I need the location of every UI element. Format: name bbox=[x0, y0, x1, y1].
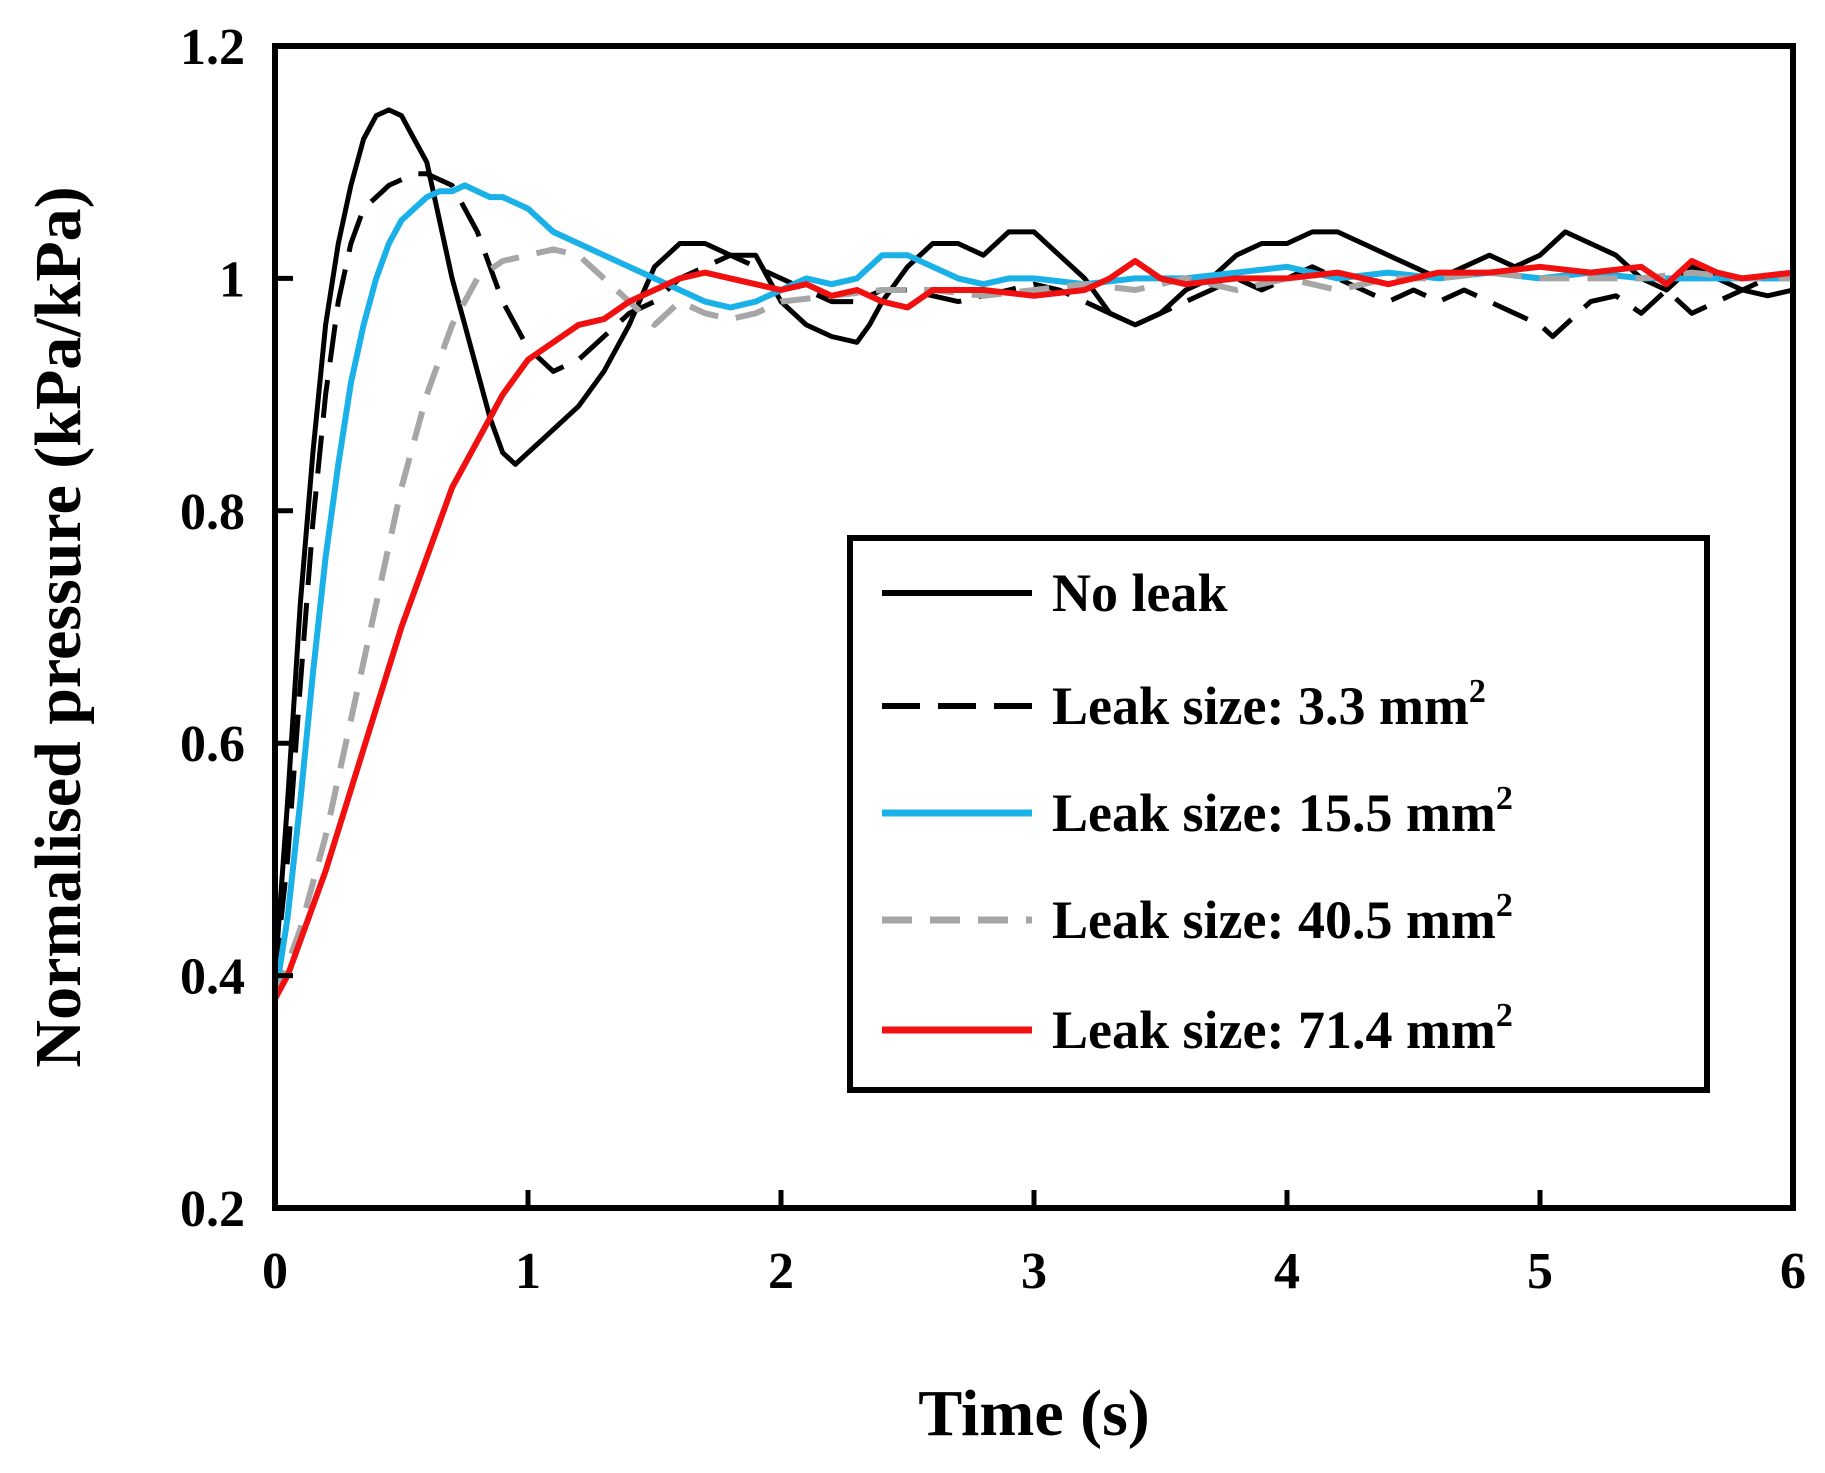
x-tick-label: 1 bbox=[515, 1243, 541, 1300]
y-axis-title: Normalised pressure (kPa/kPa) bbox=[22, 186, 95, 1067]
axis-tick-labels: 0 1 2 3 4 5 6 0.2 0.4 0.6 0.8 1 1.2 bbox=[180, 19, 1806, 1300]
series-line-1 bbox=[272, 107, 1794, 976]
x-axis-title: Time (s) bbox=[918, 1377, 1150, 1450]
y-tick-label: 0.2 bbox=[180, 1181, 245, 1238]
y-tick-label: 0.8 bbox=[180, 484, 245, 541]
y-tick-label: 1.2 bbox=[180, 19, 245, 76]
x-tick-label: 4 bbox=[1274, 1243, 1300, 1300]
y-tick-label: 1 bbox=[219, 251, 245, 308]
x-tick-label: 5 bbox=[1527, 1243, 1553, 1300]
series-line-4 bbox=[272, 246, 1793, 1000]
legend-label-4: Leak size: 40.5 mm2 bbox=[1052, 887, 1513, 950]
series-layer bbox=[272, 107, 1794, 1001]
legend-label-3: Leak size: 15.5 mm2 bbox=[1052, 780, 1513, 843]
legend-label-2: Leak size: 3.3 mm2 bbox=[1052, 673, 1486, 736]
x-tick-label: 2 bbox=[768, 1243, 794, 1300]
legend-label-1: No leak bbox=[1052, 563, 1228, 623]
axis-ticks bbox=[272, 43, 1796, 1211]
x-tick-label: 0 bbox=[262, 1243, 288, 1300]
x-tick-label: 6 bbox=[1780, 1243, 1806, 1300]
legend-items: No leak Leak size: 3.3 mm2 Leak size: 15.5… bbox=[882, 563, 1513, 1060]
y-tick-label: 0.6 bbox=[180, 716, 245, 773]
y-tick-label: 0.4 bbox=[180, 949, 245, 1006]
series-line-5 bbox=[272, 258, 1794, 1001]
x-tick-label: 3 bbox=[1021, 1243, 1047, 1300]
legend-label-5: Leak size: 71.4 mm2 bbox=[1052, 997, 1513, 1060]
legend: No leak Leak size: 3.3 mm2 Leak size: 15.5… bbox=[847, 535, 1710, 1093]
